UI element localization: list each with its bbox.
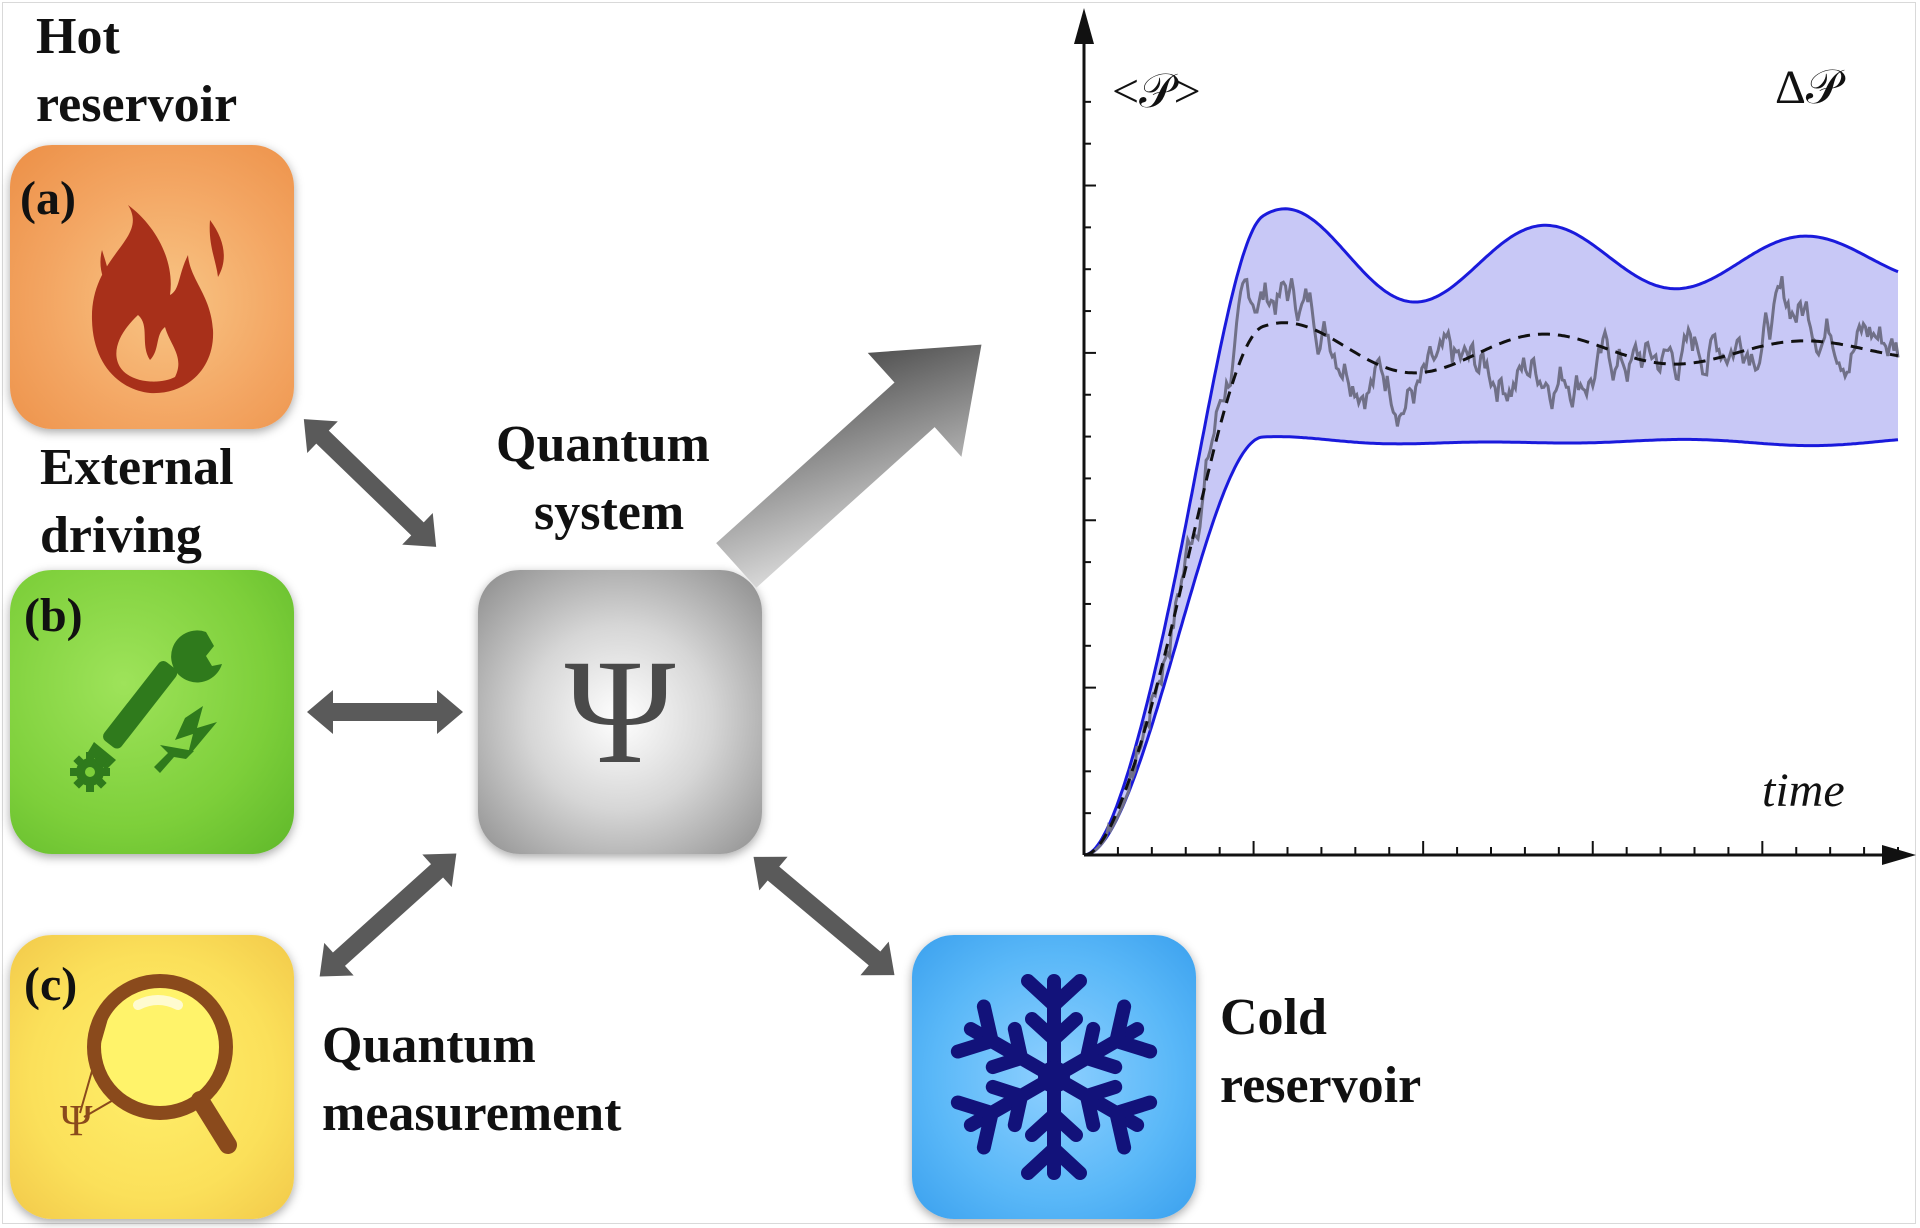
uncertainty-band (1084, 208, 1898, 856)
quantum-system-label-line2: system (534, 484, 685, 541)
psi-small-symbol: Ψ (60, 1096, 93, 1145)
time-axis-label: time (1762, 764, 1845, 817)
hot-reservoir-label-line2: reservoir (36, 76, 238, 133)
tag-c: (c) (24, 958, 78, 1011)
cold-reservoir-tile (912, 935, 1196, 1219)
quantum-measurement-tile: Ψ (c) (10, 935, 294, 1219)
y-axis-arrowhead (1074, 8, 1094, 44)
magnifier-icon: Ψ (60, 974, 237, 1154)
output-arrow (716, 344, 982, 588)
quantum-measurement-label-line2: measurement (322, 1085, 622, 1142)
external-driving-tile: (b) (10, 570, 294, 854)
flame-icon (91, 205, 224, 394)
quantum-system-tile: Ψ (478, 570, 762, 854)
stochastic-trajectory (1083, 276, 1900, 857)
hot-reservoir-tile: (a) (10, 145, 294, 429)
arrow-meas-system (319, 853, 457, 977)
mean-curve (1083, 321, 1899, 857)
cold-reservoir-label-line1: Cold (1220, 989, 1327, 1046)
hot-reservoir-label-line1: Hot (36, 8, 120, 65)
arrow-system-cold (753, 856, 895, 976)
external-driving-label-line2: driving (40, 507, 202, 564)
tag-b: (b) (24, 589, 83, 642)
arrow-hot-system (303, 419, 437, 547)
snowflake-icon (912, 974, 1196, 1219)
external-driving-label-line1: External (40, 439, 234, 496)
psi-symbol-canvas: Ψ (565, 629, 676, 795)
fluctuation-plot (1074, 8, 1916, 865)
tag-a: (a) (20, 172, 76, 225)
spread-label: Δ𝒫 (1775, 61, 1841, 114)
arrow-drive-system (307, 690, 463, 734)
x-axis-arrowhead (1882, 845, 1916, 865)
cold-reservoir-label-line2: reservoir (1220, 1057, 1422, 1114)
quantum-system-label-line1: Quantum (496, 416, 710, 473)
double-arrows (303, 419, 895, 977)
psi-symbol: Ψ (565, 629, 676, 795)
band-upper-edge (1083, 207, 1899, 857)
quantum-measurement-label-line1: Quantum (322, 1017, 536, 1074)
mean-label: <𝒫> (1112, 65, 1201, 118)
wrench-gear-lightning-icon (70, 630, 222, 792)
band-lower-edge (1083, 435, 1899, 857)
